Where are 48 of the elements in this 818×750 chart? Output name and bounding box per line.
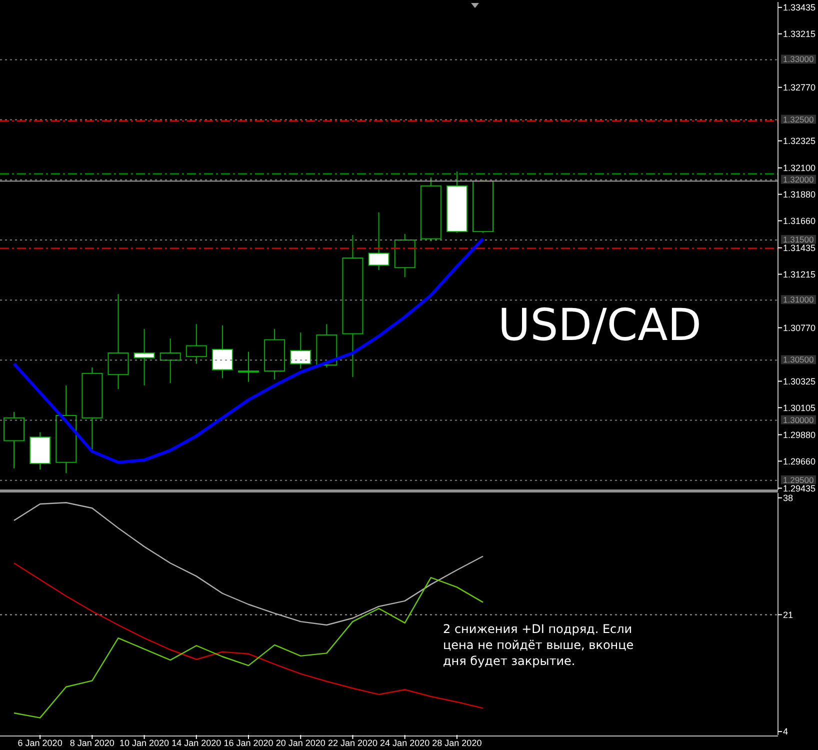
y-tick-label: 1.32770 [783,82,816,92]
y-tick-label: 21 [783,610,794,620]
ref-line-label: 1.31000 [783,294,814,305]
candlestick [186,324,207,364]
candlestick [290,332,312,370]
line-series [12,237,484,464]
candlestick [238,351,259,382]
candlestick [368,212,390,271]
candlestick [212,324,233,379]
ref-line-label: 1.32500 [783,114,814,124]
y-tick-label: 1.29660 [783,456,816,466]
x-tick-label: 28 Jan 2020 [432,738,482,748]
y-tick-label: 1.30770 [783,322,816,333]
y-tick-label: 1.30105 [783,402,816,413]
y-tick-label: 1.31215 [783,269,816,280]
y-tick-label: 1.30325 [783,376,816,386]
y-tick-label: 4 [783,726,788,737]
x-tick-label: 16 Jan 2020 [224,738,274,748]
y-tick-label: 1.31880 [783,189,816,200]
x-tick-label: 8 Jan 2020 [70,738,114,748]
y-tick-label: 1.31435 [783,242,816,253]
ref-line-label: 1.29500 [783,474,814,485]
candlestick [4,411,24,469]
y-tick-label: 1.29435 [783,483,816,494]
y-tick-label: 1.33215 [783,29,816,39]
y-tick-label: 38 [783,492,794,503]
ref-line-label: 1.30000 [783,414,814,425]
candlestick [108,294,129,390]
line-series [13,502,484,626]
x-tick-label: 24 Jan 2020 [380,738,430,748]
ref-line-label: 1.31500 [783,234,814,245]
text: USD/CAD [498,300,702,351]
x-tick-label: 22 Jan 2020 [328,738,378,748]
ref-line-label: 1.32000 [783,174,814,184]
x-tick-label: 6 Jan 2020 [18,738,62,748]
x-tick-label: 14 Jan 2020 [172,738,222,748]
x-tick-label: 10 Jan 2020 [120,738,170,748]
y-tick-label: 1.32100 [783,163,816,174]
y-tick-label: 1.32325 [783,136,816,146]
y-tick-label: 1.33435 [783,2,816,13]
x-tick-label: 20 Jan 2020 [276,738,326,748]
annotation: 2 снижения +DI подряд. Если цена не пойдёт выше, вконце дня будет закрытие. [443,622,634,668]
ref-line-label: 1.30500 [783,354,814,365]
candlestick [134,328,155,386]
y-tick-label: 1.31660 [783,216,816,226]
ref-line-label: 1.33000 [783,54,814,64]
candlestick [160,338,181,384]
y-tick-label: 1.29880 [783,430,816,440]
